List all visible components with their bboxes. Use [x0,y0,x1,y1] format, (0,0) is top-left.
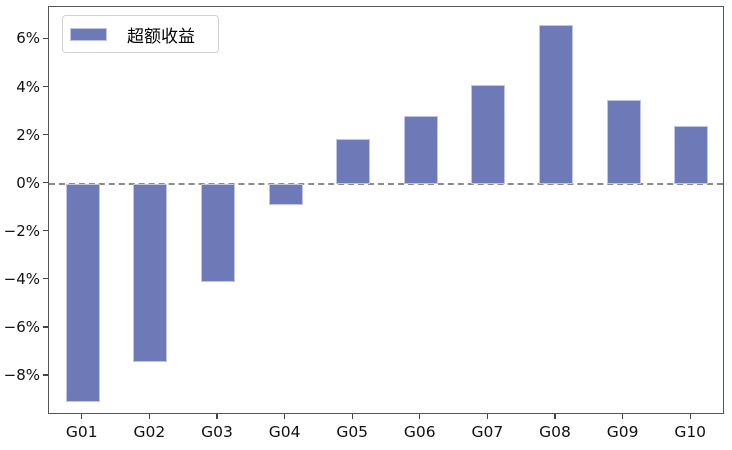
x-tick-label-G05: G05 [336,423,369,441]
x-tick-mark [216,414,218,419]
y-tick-mark [43,326,48,328]
y-tick-label: 6% [16,29,40,48]
x-tick-mark [486,414,488,419]
bar-G06 [403,116,438,184]
y-tick-label: −8% [3,366,40,385]
bar-G01 [65,183,100,403]
y-tick-mark [43,182,48,184]
x-tick-label-G09: G09 [606,423,639,441]
bar-G04 [268,183,303,206]
y-tick-label: −6% [3,317,40,336]
x-tick-mark [284,414,286,419]
x-tick-mark [351,414,353,419]
x-tick-mark [622,414,624,419]
x-tick-label-G01: G01 [65,423,98,441]
bar-G10 [674,126,709,184]
legend: 超额收益 [62,15,219,53]
y-tick-mark [43,278,48,280]
bar-G07 [471,85,506,184]
bar-G08 [539,25,573,184]
plot-area: 超额收益 [48,6,724,414]
y-tick-label: 4% [16,77,40,96]
x-tick-mark [148,414,150,419]
y-tick-mark [43,374,48,376]
x-tick-label-G02: G02 [133,423,166,441]
y-tick-label: −4% [3,269,40,288]
y-tick-label: 0% [16,173,40,192]
x-tick-mark [689,414,691,419]
y-tick-mark [43,37,48,40]
bars-layer [49,7,723,413]
zero-baseline [49,182,723,185]
x-tick-mark [554,414,556,419]
y-tick-label: 2% [16,125,40,144]
y-tick-mark [43,85,48,88]
y-tick-label: −2% [3,221,40,240]
x-tick-label-G03: G03 [201,423,233,441]
x-tick-label-G06: G06 [403,423,436,441]
y-tick-mark [43,134,48,136]
x-tick-label-G08: G08 [539,423,571,441]
x-tick-label-G10: G10 [674,423,707,441]
bar-G09 [606,99,641,184]
y-tick-mark [43,230,48,232]
legend-label: 超额收益 [127,26,195,47]
bar-G05 [336,139,371,184]
x-tick-mark [419,414,421,419]
bar-G03 [201,183,235,283]
x-tick-mark [81,414,83,419]
x-tick-label-G04: G04 [268,423,301,441]
legend-swatch [70,27,107,41]
bar-G02 [133,183,168,362]
x-tick-label-G07: G07 [471,423,504,441]
